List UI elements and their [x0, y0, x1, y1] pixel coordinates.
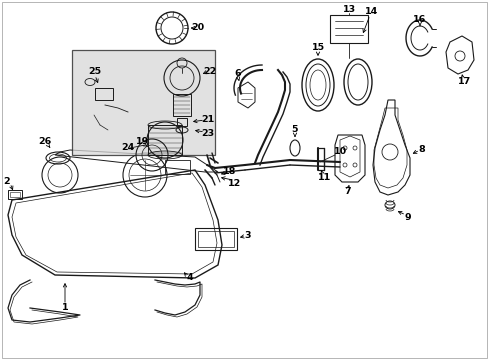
Text: 8: 8 — [418, 145, 425, 154]
Bar — [195, 228, 237, 250]
Text: 23: 23 — [201, 129, 214, 138]
Text: 22: 22 — [203, 68, 216, 77]
Bar — [10, 192, 20, 197]
Bar — [198, 231, 234, 247]
Bar — [8, 190, 22, 199]
Text: 1: 1 — [61, 303, 68, 312]
Text: 21: 21 — [201, 116, 214, 125]
Text: 20: 20 — [191, 23, 204, 32]
Text: 19: 19 — [136, 138, 149, 147]
Text: 12: 12 — [228, 179, 241, 188]
Text: 7: 7 — [344, 188, 350, 197]
Bar — [177, 118, 186, 126]
Text: 17: 17 — [457, 77, 470, 86]
Text: 2: 2 — [4, 177, 10, 186]
Bar — [148, 125, 182, 155]
Bar — [72, 50, 215, 155]
Text: 24: 24 — [121, 144, 134, 153]
Text: 6: 6 — [234, 69, 241, 78]
Text: 26: 26 — [38, 138, 52, 147]
Bar — [173, 94, 191, 116]
Text: 18: 18 — [223, 167, 236, 176]
Text: 25: 25 — [88, 68, 102, 77]
Text: 4: 4 — [186, 274, 193, 283]
Bar — [329, 15, 367, 43]
Bar — [95, 88, 113, 100]
Text: 11: 11 — [318, 174, 331, 183]
Text: 13: 13 — [342, 5, 355, 14]
Text: 14: 14 — [365, 8, 378, 17]
Text: 3: 3 — [244, 231, 251, 240]
Text: 15: 15 — [311, 44, 324, 53]
Text: 16: 16 — [412, 15, 426, 24]
Text: 10: 10 — [333, 148, 346, 157]
Text: 5: 5 — [291, 126, 298, 135]
Text: 9: 9 — [404, 213, 410, 222]
Bar — [164, 160, 190, 174]
